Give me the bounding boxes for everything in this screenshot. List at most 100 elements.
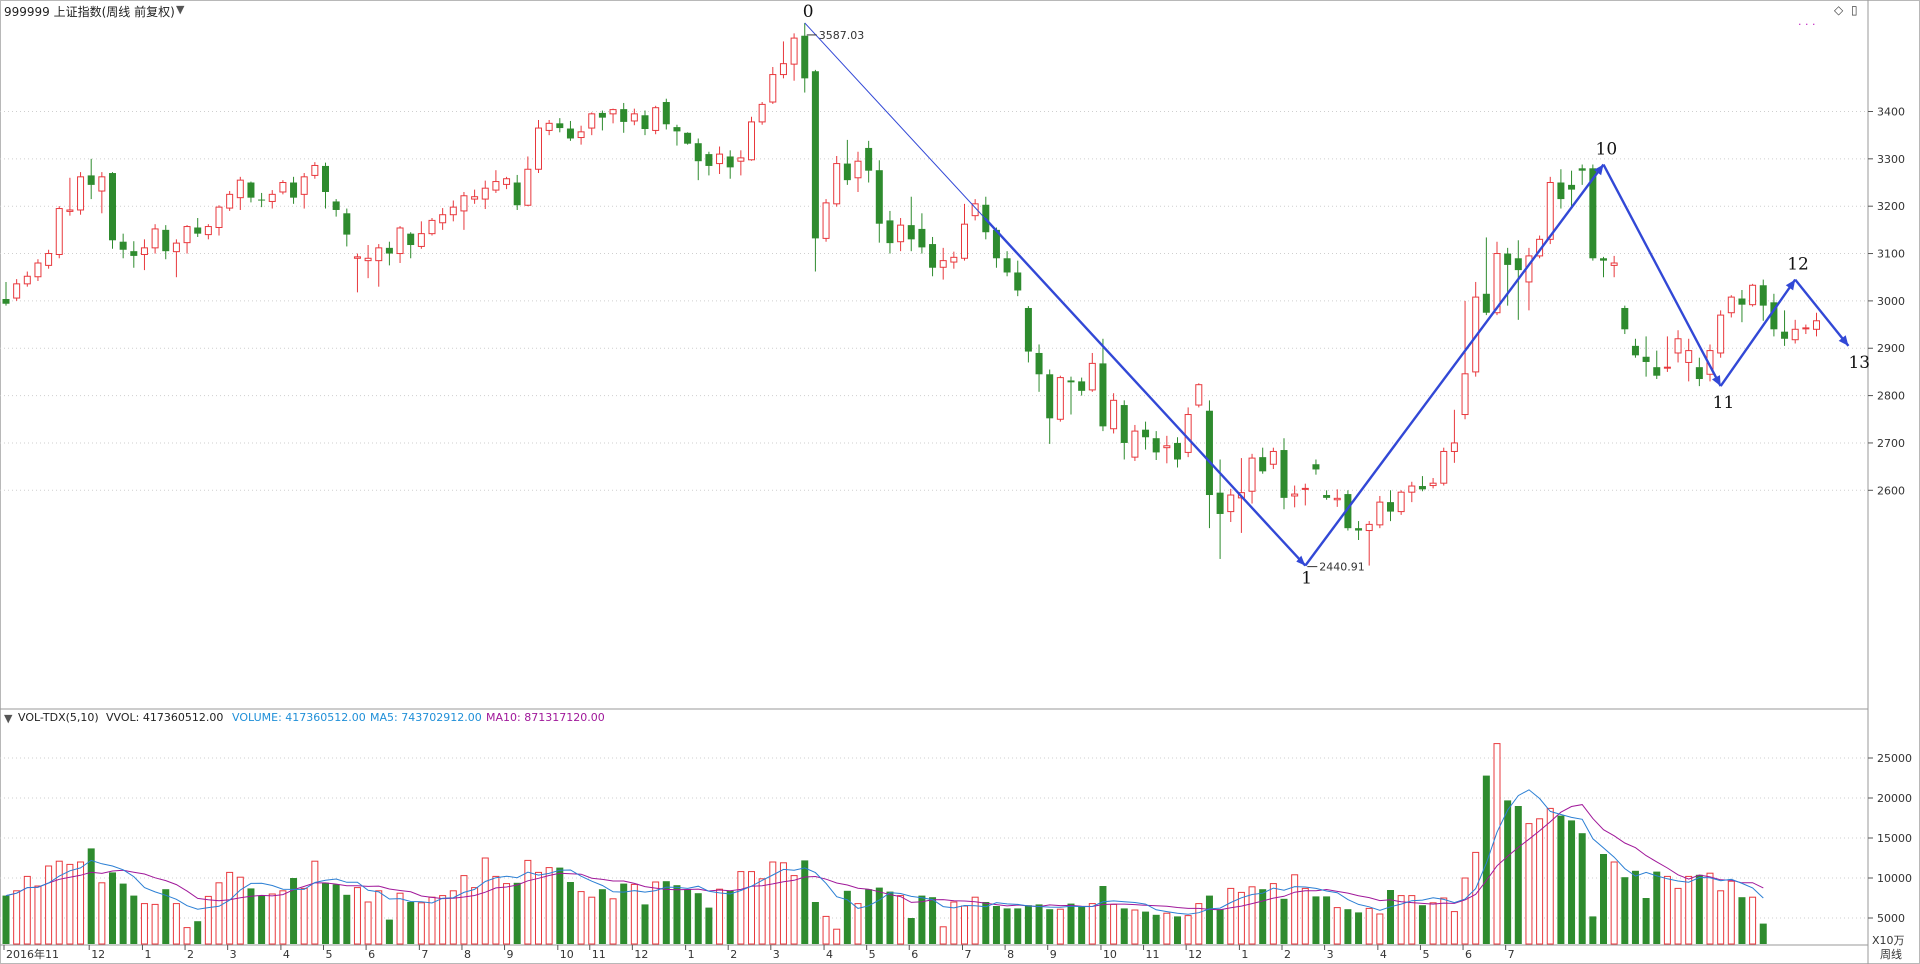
candle-body (279, 182, 287, 193)
candle-body (1621, 307, 1629, 330)
volume-bar (1227, 887, 1235, 945)
volume-bar (1557, 815, 1565, 944)
volume-bar (55, 860, 63, 945)
volume-bar (843, 890, 851, 944)
volume-bar (279, 890, 287, 945)
volume-bar (1418, 905, 1426, 944)
candle-body (364, 257, 372, 262)
volume-bar (1482, 775, 1490, 944)
volume-tick-label: 10000 (1877, 872, 1912, 885)
date-tick-label: 9 (1050, 948, 1057, 961)
candle-body (1791, 328, 1799, 341)
volume-indicator-name[interactable]: VOL-TDX(5,10) (18, 711, 99, 724)
candle-body (1120, 405, 1128, 443)
candle-body (790, 37, 798, 65)
candle-body (183, 226, 191, 244)
volume-bar (140, 903, 148, 945)
volume-bar (609, 898, 617, 945)
volume-bar (1003, 908, 1011, 944)
candle-body (1269, 450, 1277, 465)
date-tick-label: 2 (187, 948, 194, 961)
volume-bar (1695, 874, 1703, 944)
candle-body (939, 260, 947, 268)
candle-body (417, 233, 425, 247)
candle-body (1216, 492, 1224, 514)
volume-bar (1504, 800, 1512, 944)
date-tick-label: 7 (1508, 948, 1515, 961)
candle-body (1813, 320, 1820, 330)
price-tick-label: 2700 (1877, 437, 1905, 450)
date-tick-label: 5 (869, 948, 876, 961)
volume-bar (1131, 909, 1139, 945)
volume-bar (1759, 923, 1767, 944)
volume-bar (1440, 897, 1448, 945)
candle-body (535, 127, 542, 170)
candle-body (172, 242, 180, 253)
candle-body (779, 63, 787, 76)
date-tick-label: 7 (421, 948, 428, 961)
candle-body (822, 202, 830, 239)
price-tick-label: 3400 (1877, 105, 1905, 118)
volume-bar (641, 904, 649, 944)
volume-bar (1653, 871, 1661, 944)
volume-bar (396, 892, 404, 945)
volume-bar (769, 861, 777, 945)
extreme-value-label: 2440.91 (1319, 561, 1365, 574)
candle-body (130, 251, 138, 256)
date-tick-label: 11 (592, 948, 606, 961)
volume-bar (300, 887, 308, 945)
volume-bar (1014, 908, 1022, 944)
volume-bar (1056, 908, 1064, 945)
date-tick-label: 2016年11 (6, 947, 59, 961)
candle-body (1163, 445, 1171, 449)
volume-bar (247, 888, 255, 944)
corner-diamond-icon[interactable]: ◇ (1834, 3, 1844, 17)
volume-bar (982, 902, 990, 944)
volume-bar (23, 875, 31, 945)
volume-bar (1429, 902, 1437, 945)
volume-bar (428, 896, 436, 945)
candle-body (1024, 307, 1032, 352)
wave-line (1794, 278, 1850, 347)
volume-bar (1546, 807, 1554, 945)
volume-bar (1525, 823, 1533, 945)
volume-bar (992, 906, 1000, 944)
date-tick-label: 12 (1188, 948, 1202, 961)
candle-body (1514, 258, 1522, 271)
title-dropdown-icon[interactable]: ▼ (176, 3, 185, 16)
volume-bar (1365, 907, 1373, 945)
price-tick-label: 2900 (1877, 342, 1905, 355)
volume-bar (929, 897, 937, 944)
volume-bar (375, 890, 383, 945)
candle-body (34, 262, 42, 278)
volume-bar (1269, 883, 1277, 945)
candle-body (87, 175, 95, 185)
volume-bar (353, 887, 361, 945)
volume-tick-label: 25000 (1877, 752, 1912, 765)
candle-body (1035, 352, 1043, 375)
volume-bar (811, 902, 819, 944)
volume-bar (162, 889, 170, 944)
chart-title[interactable]: 999999 上证指数(周线 前复权) (4, 5, 175, 19)
volume-dropdown-icon[interactable]: ▼ (4, 712, 13, 725)
candle-body (1184, 414, 1192, 453)
volume-bar (1205, 895, 1213, 944)
volume-bar (513, 882, 521, 944)
candle-body (1056, 377, 1064, 420)
volume-bar (1248, 886, 1256, 945)
candle-body (353, 256, 361, 259)
volume-bar (1663, 875, 1671, 945)
candle-body (1717, 314, 1725, 354)
candle-body (290, 182, 298, 198)
period-label[interactable]: 周线 (1880, 948, 1902, 961)
volume-bar (1461, 877, 1469, 945)
candle-body (769, 74, 777, 103)
volume-bar (34, 885, 42, 945)
volume-bar (684, 889, 692, 944)
candle-body (1738, 298, 1746, 305)
date-tick-label: 8 (464, 948, 471, 961)
volume-bar (417, 902, 425, 945)
corner-window-icon[interactable]: ▯ (1851, 3, 1858, 17)
volume-bar (87, 848, 95, 944)
